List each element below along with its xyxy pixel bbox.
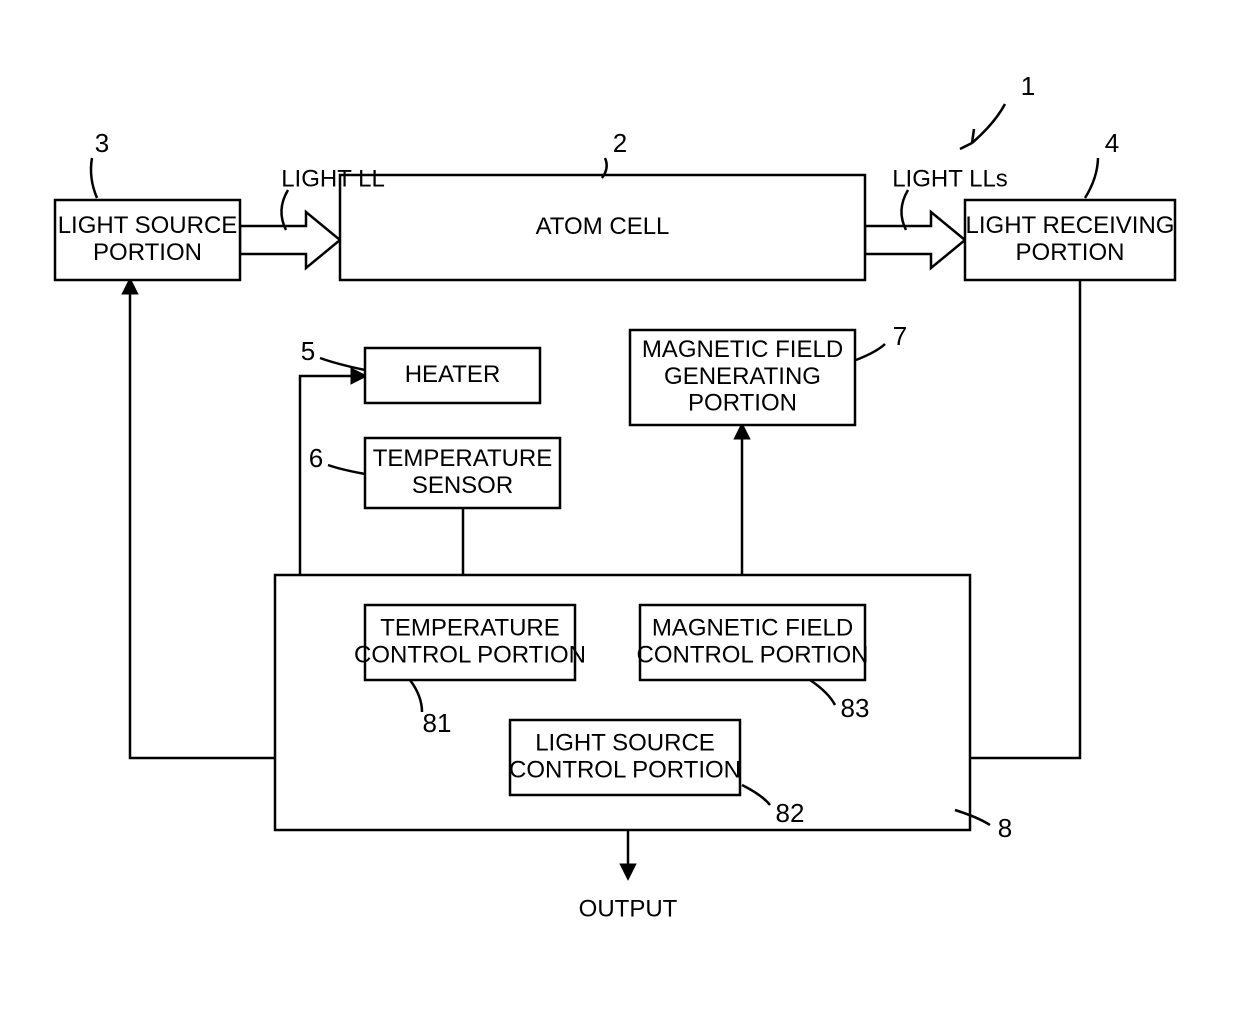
temp-ctrl-label: CONTROL PORTION [354,641,586,668]
light-recv-label: PORTION [1016,239,1125,266]
ref-lead [856,344,885,360]
ref-number: 4 [1105,128,1119,158]
heater-label: HEATER [405,361,501,388]
ref-number: 7 [893,321,907,351]
ref-number: 1 [1021,71,1035,101]
light-source-label: LIGHT SOURCE [58,212,238,239]
ref-number: 81 [423,708,452,738]
temp-sensor-label: SENSOR [412,472,513,499]
ref-number: 2 [613,128,627,158]
mag-gen-label: PORTION [688,390,797,417]
mag-ctrl-box: MAGNETIC FIELDCONTROL PORTION [636,605,868,680]
light-recv-label: LIGHT RECEIVING [966,212,1175,239]
mag-gen-box: MAGNETIC FIELDGENERATINGPORTION [630,330,855,425]
free-label: LIGHT LLs [892,165,1008,192]
ref-number: 82 [776,798,805,828]
src-ctrl-label: CONTROL PORTION [509,756,741,783]
mag-gen-label: MAGNETIC FIELD [642,336,843,363]
light-source-label: PORTION [93,239,202,266]
src-ctrl-label: LIGHT SOURCE [535,729,715,756]
light-arrow [240,212,340,268]
mag-ctrl-label: MAGNETIC FIELD [652,614,853,641]
ref-lead [1085,158,1098,198]
temp-ctrl-label: TEMPERATURE [380,614,560,641]
ref-number: 8 [998,813,1012,843]
temp-ctrl-box: TEMPERATURECONTROL PORTION [354,605,586,680]
ref-lead [320,358,365,370]
atom-cell-box: ATOM CELL [340,175,865,280]
ref-number: 6 [309,443,323,473]
temp-sensor-box: TEMPERATURESENSOR [365,438,560,508]
light-source-box: LIGHT SOURCEPORTION [55,200,240,280]
temp-sensor-label: TEMPERATURE [373,445,553,472]
light-arrow [865,212,965,268]
src-ctrl-box: LIGHT SOURCECONTROL PORTION [509,720,741,795]
mag-gen-label: GENERATING [664,363,821,390]
free-label: OUTPUT [579,895,678,922]
ref-number: 5 [301,336,315,366]
light-recv-box: LIGHT RECEIVINGPORTION [965,200,1175,280]
ref-lead [328,465,365,474]
heater-box: HEATER [365,348,540,403]
atom-cell-label: ATOM CELL [536,213,670,240]
ref-number: 3 [95,128,109,158]
mag-ctrl-label: CONTROL PORTION [636,641,868,668]
free-label: LIGHT LL [281,165,385,192]
ref-number: 83 [841,693,870,723]
ref-lead [972,104,1005,143]
ref-lead [91,158,97,198]
